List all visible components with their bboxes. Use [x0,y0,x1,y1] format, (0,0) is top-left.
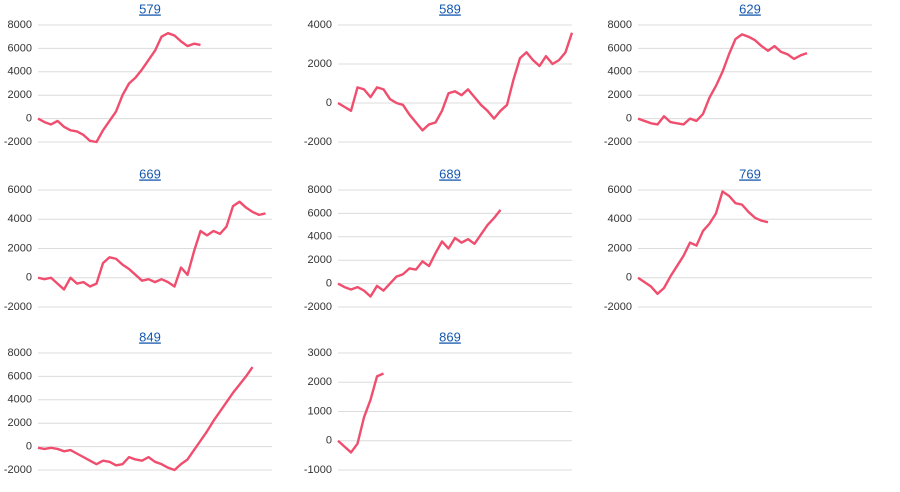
chart-panel: 669 -2000 0 2000 4000 6000 [4,166,272,313]
chart-title-link[interactable]: 849 [139,329,161,344]
chart-title-link[interactable]: 689 [439,166,461,181]
y-tick-label: 8000 [8,347,32,359]
y-tick-label: 4000 [308,19,332,31]
y-tick-label: -1000 [304,464,332,476]
y-tick-label: 3000 [308,347,332,359]
y-tick-label: 6000 [608,184,632,196]
y-tick-label: 2000 [8,242,32,254]
y-tick-label: 6000 [8,42,32,54]
y-tick-label: -2000 [604,301,632,313]
data-line [37,366,254,472]
y-tick-label: 8000 [308,184,332,196]
y-tick-label: -2000 [304,136,332,148]
y-tick-label: 2000 [608,89,632,101]
y-tick-label: 0 [26,272,32,284]
data-line [637,33,808,126]
data-line [337,32,574,132]
y-tick-label: 6000 [608,42,632,54]
chart-panel: 769 -2000 0 2000 4000 6000 [604,166,872,313]
chart-panel: 579 -2000 0 2000 4000 6000 8000 [4,1,272,148]
y-tick-label: 4000 [8,394,32,406]
y-tick-label: 2000 [608,242,632,254]
data-line [37,200,266,291]
y-tick-label: 6000 [308,207,332,219]
y-tick-label: 4000 [608,66,632,78]
chart-title-link[interactable]: 769 [739,166,761,181]
y-tick-label: -2000 [4,464,32,476]
y-tick-label: 4000 [608,213,632,225]
y-tick-label: 0 [26,113,32,125]
y-tick-label: 8000 [608,19,632,31]
y-tick-label: 0 [26,441,32,453]
y-tick-label: 2000 [8,89,32,101]
data-line [37,31,201,144]
chart-panel: 869 -1000 0 1000 2000 3000 [304,329,572,476]
y-tick-label: 4000 [8,213,32,225]
data-line [337,209,502,298]
y-tick-label: 2000 [8,417,32,429]
chart-panel: 849 -2000 0 2000 4000 6000 8000 [4,329,272,476]
chart-title-link[interactable]: 579 [139,1,161,16]
y-tick-label: 0 [326,278,332,290]
y-tick-label: 0 [326,97,332,109]
chart-title-link[interactable]: 629 [739,1,761,16]
y-tick-label: 4000 [308,231,332,243]
y-tick-label: 0 [326,435,332,447]
y-tick-label: 0 [626,113,632,125]
y-tick-label: -2000 [4,301,32,313]
y-tick-label: 6000 [8,370,32,382]
y-tick-label: 2000 [308,58,332,70]
y-tick-label: 2000 [308,254,332,266]
chart-title-link[interactable]: 589 [439,1,461,16]
data-line [337,372,384,454]
y-tick-label: 1000 [308,405,332,417]
chart-title-link[interactable]: 869 [439,329,461,344]
chart-panel: 629 -2000 0 2000 4000 6000 8000 [604,1,872,148]
chart-title-link[interactable]: 669 [139,166,161,181]
y-tick-label: 0 [626,272,632,284]
y-tick-label: 6000 [8,184,32,196]
y-tick-label: -2000 [4,136,32,148]
data-line [637,190,769,296]
chart-panel: 689 -2000 0 2000 4000 6000 8000 [304,166,572,313]
y-tick-label: -2000 [304,301,332,313]
y-tick-label: -2000 [604,136,632,148]
y-tick-label: 4000 [8,66,32,78]
chart-panel: 589 -2000 0 2000 4000 [304,1,574,148]
y-tick-label: 2000 [308,376,332,388]
y-tick-label: 8000 [8,19,32,31]
